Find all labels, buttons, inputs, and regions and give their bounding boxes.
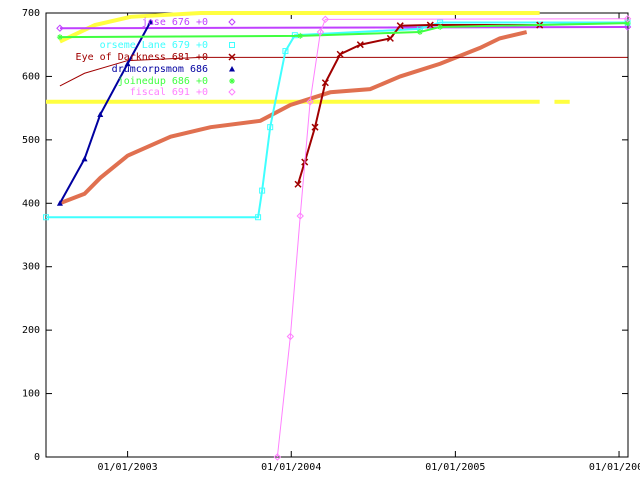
series-line: [297, 24, 540, 185]
data-point: [296, 212, 304, 220]
data-point: [306, 98, 314, 106]
legend-label: orseme Lane 679 +0: [100, 40, 208, 51]
data-point: [255, 214, 262, 221]
data-point: [437, 23, 444, 30]
data-point: [297, 32, 304, 39]
y-tick-label: 600: [22, 71, 40, 82]
data-point: [321, 15, 330, 24]
legend-marker: [228, 18, 236, 26]
legend-label: Eye of Darkness 681 +0: [76, 52, 208, 63]
data-point: [356, 41, 364, 49]
series-line: [276, 18, 628, 458]
legend-marker: [228, 53, 236, 61]
legend-label: jose 676 +0: [142, 17, 208, 28]
data-point: [259, 187, 266, 194]
data-point: [311, 123, 319, 131]
data-point: [294, 180, 302, 188]
data-point: [386, 34, 394, 42]
data-point: [624, 20, 631, 27]
data-point: [97, 111, 104, 117]
series-line: [59, 30, 528, 206]
data-point: [321, 79, 329, 87]
y-tick-label: 100: [22, 389, 40, 400]
series-line: [59, 25, 628, 30]
data-point: [56, 24, 64, 32]
data-point: [81, 155, 88, 162]
data-point: [426, 21, 434, 29]
legend-label: drumcorpsmom 686: [112, 64, 208, 75]
data-point: [282, 48, 289, 55]
data-point: [124, 60, 131, 67]
legend-marker: [229, 78, 235, 84]
series-line: [59, 56, 628, 87]
y-tick-label: 200: [22, 325, 40, 336]
x-tick-label: 01/01/2006: [589, 462, 640, 473]
legend-label: joinedup 686 +0: [118, 76, 208, 87]
legend-marker: [228, 88, 236, 96]
y-tick-label: 400: [22, 198, 40, 209]
legend-label: fiscal 691 +0: [130, 87, 208, 98]
data-point: [273, 453, 282, 461]
data-point: [43, 214, 49, 221]
series-line: [59, 11, 540, 44]
data-point: [56, 200, 63, 206]
y-tick-label: 300: [22, 262, 40, 273]
legend-marker: [229, 42, 235, 48]
y-tick-label: 0: [34, 452, 40, 463]
x-tick-label: 01/01/2004: [261, 462, 321, 473]
data-point: [623, 15, 632, 23]
data-point: [316, 28, 325, 36]
data-point: [267, 124, 274, 131]
x-tick-label: 01/01/2005: [425, 462, 485, 473]
data-point: [336, 50, 344, 58]
data-point: [396, 22, 404, 30]
y-tick-label: 500: [22, 135, 40, 146]
data-point: [56, 34, 63, 41]
y-tick-label: 700: [22, 8, 40, 19]
data-point: [286, 332, 295, 341]
legend-marker: [229, 66, 235, 72]
x-tick-label: 01/01/2003: [97, 462, 157, 473]
data-point: [416, 29, 423, 36]
data-point: [147, 18, 154, 25]
data-point: [623, 23, 632, 31]
